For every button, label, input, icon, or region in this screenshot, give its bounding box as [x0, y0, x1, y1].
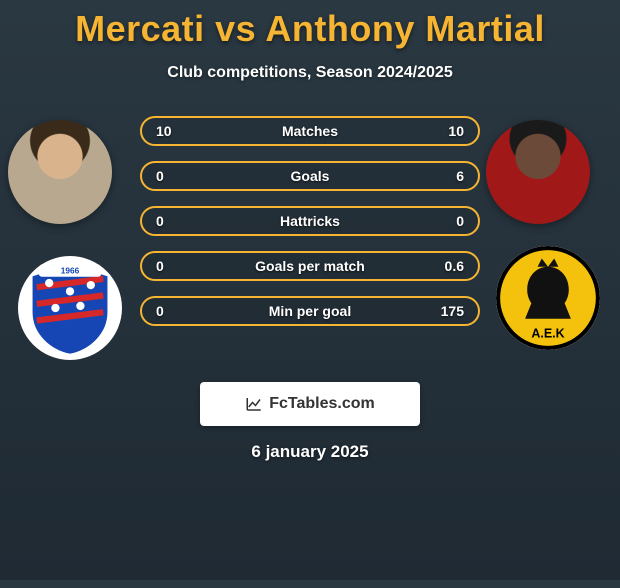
stat-left-value: 0	[156, 258, 186, 274]
stat-row-goals-per-match: 0 Goals per match 0.6	[140, 251, 480, 281]
player-left-club-badge: 1966	[18, 256, 122, 360]
stat-row-hattricks: 0 Hattricks 0	[140, 206, 480, 236]
stat-label: Goals per match	[142, 258, 478, 274]
stat-row-min-per-goal: 0 Min per goal 175	[140, 296, 480, 326]
player-right-avatar	[486, 120, 590, 224]
stat-right-value: 175	[434, 303, 464, 319]
date-text: 6 january 2025	[0, 442, 620, 462]
svg-text:1966: 1966	[61, 266, 80, 276]
stat-label: Hattricks	[142, 213, 478, 229]
stat-bars: 10 Matches 10 0 Goals 6 0 Hattricks 0 0 …	[140, 116, 480, 341]
stat-left-value: 10	[156, 123, 186, 139]
stat-left-value: 0	[156, 168, 186, 184]
stat-label: Matches	[142, 123, 478, 139]
brand-badge: FcTables.com	[200, 382, 420, 426]
stat-row-goals: 0 Goals 6	[140, 161, 480, 191]
comparison-panel: 1966 A.E.K 10 Matches 10 0 Goals 6 0 Hat…	[0, 112, 620, 362]
player-left-avatar	[8, 120, 112, 224]
stat-left-value: 0	[156, 213, 186, 229]
subtitle: Club competitions, Season 2024/2025	[0, 64, 620, 82]
stat-right-value: 0.6	[434, 258, 464, 274]
svg-text:A.E.K: A.E.K	[531, 327, 564, 341]
stat-row-matches: 10 Matches 10	[140, 116, 480, 146]
stat-right-value: 0	[434, 213, 464, 229]
stat-label: Goals	[142, 168, 478, 184]
stat-left-value: 0	[156, 303, 186, 319]
page-title: Mercati vs Anthony Martial	[0, 8, 620, 50]
player-right-club-badge: A.E.K	[496, 246, 600, 350]
stat-right-value: 6	[434, 168, 464, 184]
stat-label: Min per goal	[142, 303, 478, 319]
chart-icon	[245, 395, 263, 413]
stat-right-value: 10	[434, 123, 464, 139]
brand-text: FcTables.com	[269, 395, 375, 413]
